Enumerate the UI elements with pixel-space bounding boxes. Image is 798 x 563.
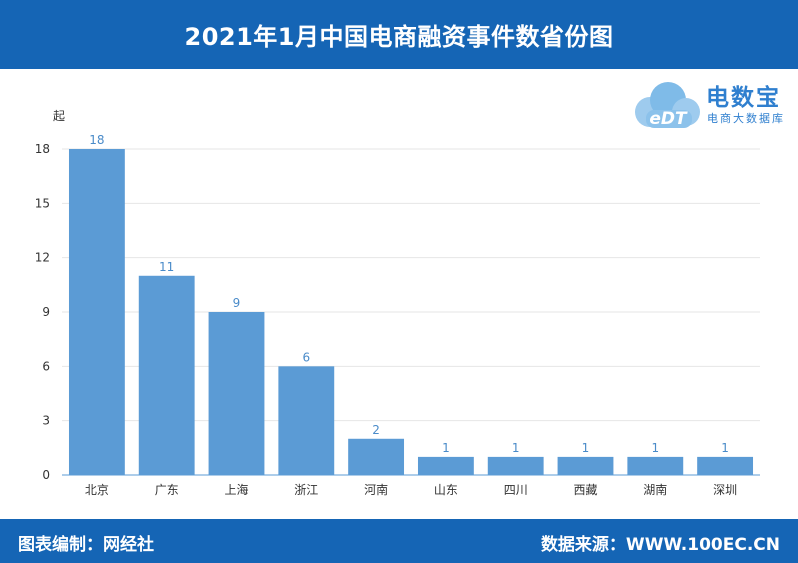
data-label: 1 (512, 441, 520, 455)
logo: eDT 电数宝 电商大数据库 (628, 74, 793, 134)
bar (697, 456, 754, 475)
x-tick-label: 北京 (85, 483, 109, 497)
footer-source-right: 数据来源：WWW.100EC.CN (540, 535, 780, 555)
cloud-logo-icon: eDT (635, 82, 700, 129)
bar (208, 312, 265, 475)
x-tick-label: 广东 (155, 483, 179, 497)
bar (557, 456, 614, 475)
x-tick-label: 河南 (364, 482, 388, 497)
x-tick-label: 西藏 (573, 483, 597, 497)
bar (627, 456, 684, 475)
x-tick-label: 深圳 (713, 483, 737, 497)
data-label: 1 (442, 441, 450, 455)
logo-tagline: 电商大数据库 (707, 112, 785, 125)
footer-bar: 图表编制：网经社 数据来源：WWW.100EC.CN (0, 519, 798, 563)
data-label: 1 (582, 441, 590, 455)
data-label: 1 (721, 441, 729, 455)
y-tick-labels: 0 3 6 9 12 15 18 (35, 142, 50, 482)
bar (278, 366, 335, 475)
chart-area: 起 0 3 6 9 12 15 18 18 11 9 6 2 1 1 1 1 1 北京 广东 上海 浙江 河南 山东 四川… (0, 69, 798, 519)
bar (138, 275, 195, 475)
footer-source-left: 图表编制：网经社 (18, 535, 154, 555)
y-axis-label: 起 (53, 109, 65, 123)
y-tick-label: 18 (35, 142, 50, 156)
x-tick-label: 山东 (434, 483, 458, 497)
data-label: 2 (372, 423, 380, 437)
x-tick-labels: 北京 广东 上海 浙江 河南 山东 四川 西藏 湖南 深圳 (85, 482, 737, 497)
x-tick-label: 四川 (504, 483, 528, 497)
data-label: 1 (651, 441, 659, 455)
logo-brand: 电数宝 (706, 85, 781, 111)
bar (68, 149, 125, 475)
y-tick-label: 6 (42, 359, 50, 373)
bar (348, 438, 405, 475)
y-tick-label: 0 (42, 468, 50, 482)
data-label: 9 (233, 296, 241, 310)
page-title: 2021年1月中国电商融资事件数省份图 (184, 23, 614, 51)
y-tick-label: 9 (42, 305, 50, 319)
y-tick-label: 15 (35, 196, 50, 210)
data-label: 6 (302, 350, 310, 364)
data-label: 11 (159, 260, 174, 274)
y-tick-label: 3 (42, 414, 50, 428)
bar (417, 456, 474, 475)
header-bar: 2021年1月中国电商融资事件数省份图 (0, 0, 798, 69)
x-tick-label: 上海 (224, 482, 248, 497)
bars (68, 149, 754, 475)
y-tick-label: 12 (35, 251, 50, 265)
logo-mark-text: eDT (649, 109, 688, 129)
data-label: 18 (89, 133, 104, 147)
bar (487, 456, 544, 475)
x-tick-label: 浙江 (294, 483, 318, 497)
x-tick-label: 湖南 (643, 482, 667, 497)
